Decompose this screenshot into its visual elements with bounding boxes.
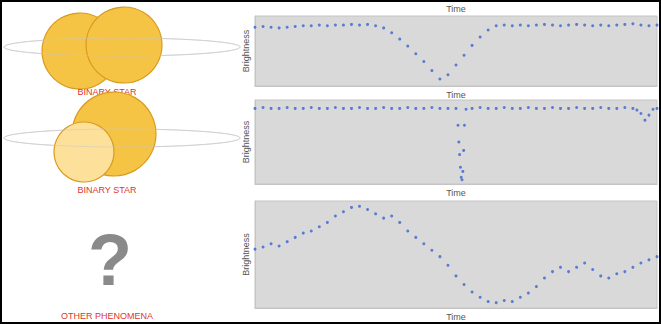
- svg-text:Brightness: Brightness: [241, 29, 251, 72]
- svg-text:Brightness: Brightness: [241, 233, 251, 276]
- svg-text:Time: Time: [446, 312, 466, 322]
- svg-text:Brightness: Brightness: [241, 120, 251, 163]
- svg-text:Time: Time: [446, 4, 466, 14]
- svg-text:?: ?: [88, 220, 132, 300]
- svg-text:BINARY STAR: BINARY STAR: [77, 87, 137, 97]
- svg-text:OTHER PHENOMENA: OTHER PHENOMENA: [61, 311, 153, 321]
- svg-text:Time: Time: [446, 90, 466, 100]
- svg-text:Time: Time: [446, 188, 466, 198]
- svg-text:BINARY STAR: BINARY STAR: [77, 185, 137, 195]
